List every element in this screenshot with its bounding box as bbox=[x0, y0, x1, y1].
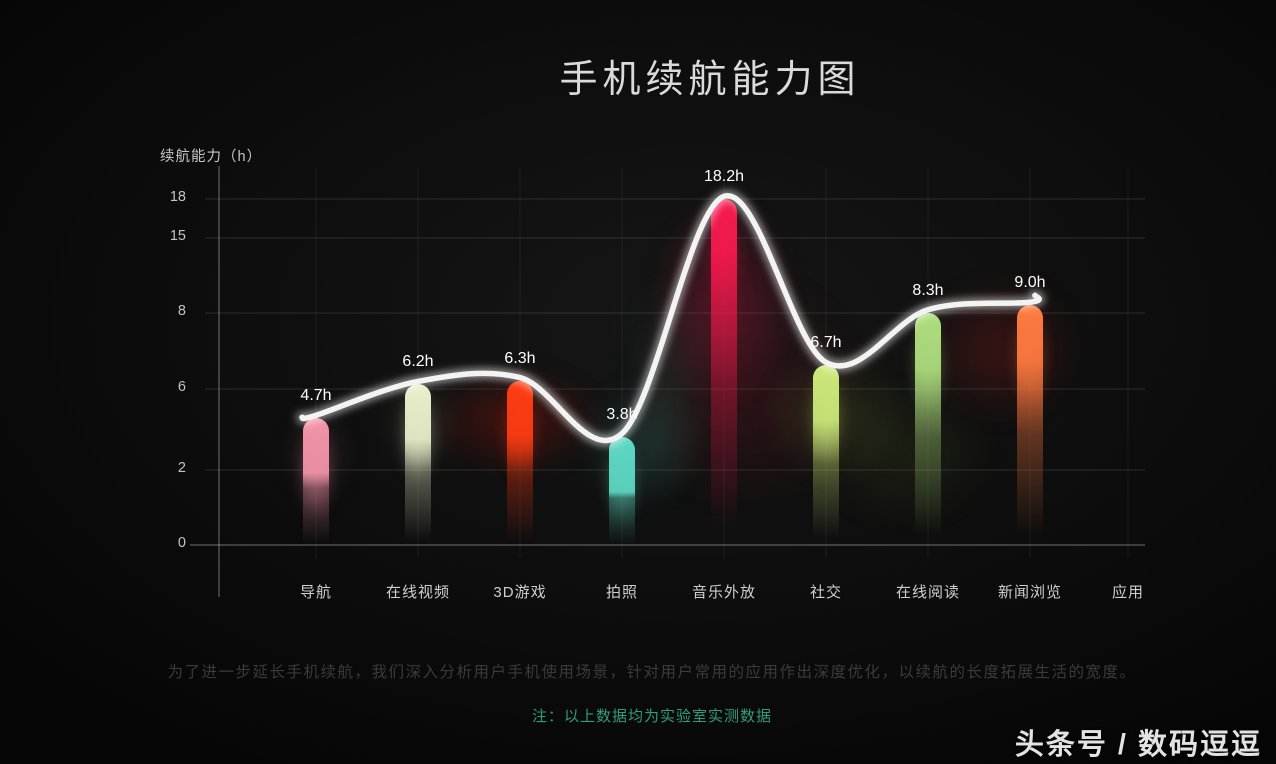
value-label: 3.8h bbox=[606, 405, 638, 423]
description-text: 为了进一步延长手机续航，我们深入分析用户手机使用场景，针对用户常用的应用作出深度… bbox=[167, 664, 1137, 681]
y-axis-title: 续航能力（h） bbox=[160, 149, 263, 165]
y-tick-label: 15 bbox=[169, 228, 186, 244]
x-axis-title: 应用 bbox=[1111, 584, 1144, 601]
value-label: 6.3h bbox=[504, 349, 536, 367]
y-tick-label: 6 bbox=[177, 379, 186, 395]
category-label: 音乐外放 bbox=[691, 584, 756, 601]
value-label: 9.0h bbox=[1014, 274, 1046, 292]
category-label: 社交 bbox=[809, 584, 842, 601]
y-tick-label: 18 bbox=[169, 189, 186, 205]
category-label: 导航 bbox=[299, 584, 332, 601]
note-text: 注：以上数据均为实验室实测数据 bbox=[531, 708, 772, 725]
value-label: 18.2h bbox=[703, 168, 745, 186]
value-label: 4.7h bbox=[300, 387, 332, 405]
category-label: 新闻浏览 bbox=[997, 584, 1062, 601]
category-label: 在线视频 bbox=[385, 584, 450, 601]
category-label: 拍照 bbox=[605, 584, 638, 601]
page-title: 手机续航能力图 bbox=[559, 59, 861, 101]
category-label: 在线阅读 bbox=[895, 584, 960, 601]
value-label: 8.3h bbox=[912, 281, 944, 299]
y-tick-label: 2 bbox=[177, 460, 186, 476]
value-label: 6.2h bbox=[402, 353, 434, 371]
y-tick-label: 8 bbox=[177, 303, 186, 319]
trend-line bbox=[299, 193, 1042, 444]
y-tick-label: 0 bbox=[177, 535, 186, 551]
category-label: 3D游戏 bbox=[493, 584, 547, 601]
watermark: 头条号 / 数码逗逗 bbox=[1014, 729, 1262, 761]
value-label: 6.7h bbox=[810, 334, 842, 352]
